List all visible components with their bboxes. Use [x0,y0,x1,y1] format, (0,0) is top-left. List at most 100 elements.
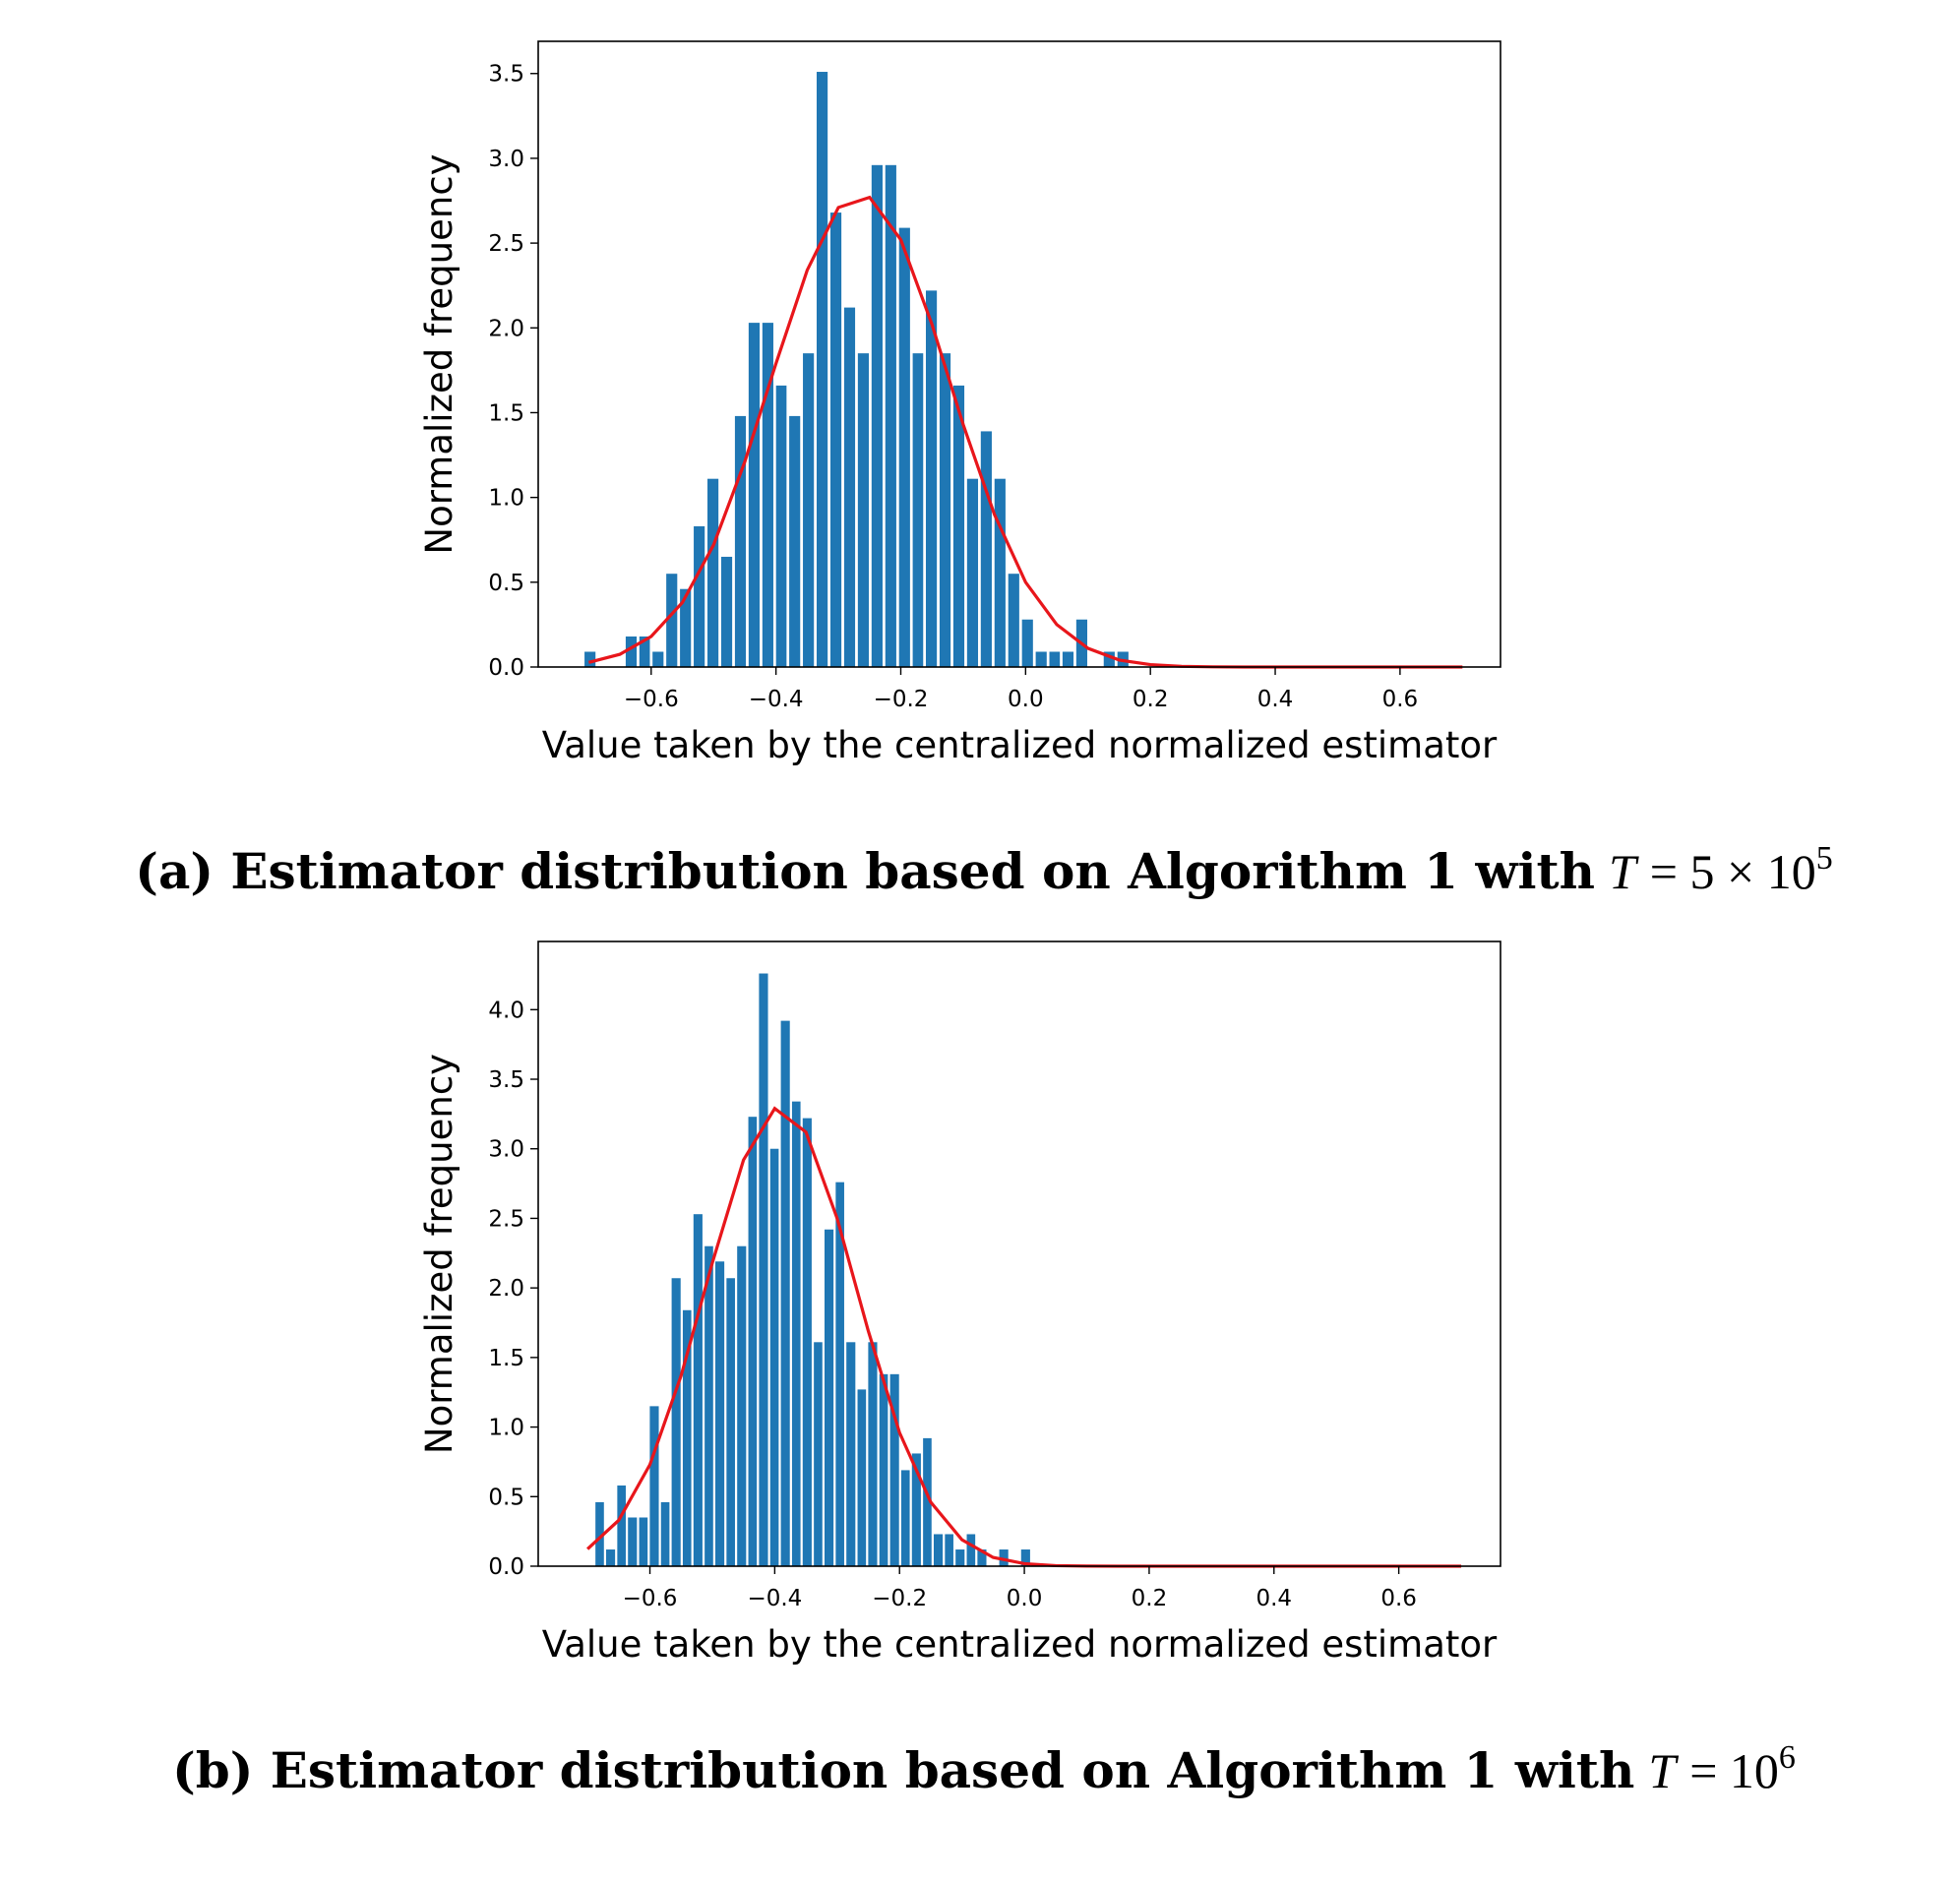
bar [829,212,842,667]
caption: (b) Estimator distribution based on Algo… [172,1739,1796,1799]
bar [994,478,1006,667]
y-tick-label: 3.5 [488,1067,524,1093]
bar [707,478,719,667]
plot-frame [537,940,1501,1567]
bar [835,1182,844,1566]
x-axis-label: Value taken by the centralized normalize… [542,1623,1498,1666]
y-tick-label: 4.0 [488,998,524,1023]
bar [802,1118,812,1566]
bar [925,290,938,667]
x-tick-label: 0.6 [1382,687,1419,712]
bar [1049,651,1061,667]
y-tick-label: 2.5 [488,1206,524,1232]
bar [1035,651,1047,667]
bar [649,1406,659,1566]
bar [952,385,965,667]
bar [1008,574,1019,667]
bar [639,636,650,667]
bar [814,1342,823,1566]
bar [671,1278,681,1566]
bar [824,1229,834,1566]
bar [625,636,638,667]
bar [1021,619,1033,667]
bar [912,353,924,667]
caption-text: (a) Estimator distribution based on Algo… [135,842,1595,900]
bar [803,353,815,667]
y-tick-label: 2.0 [488,1276,524,1302]
bar [666,574,678,667]
x-tick-label: −0.4 [747,1586,802,1611]
bar [775,385,787,667]
bar [999,1549,1009,1566]
bar [939,353,951,667]
bar [693,1214,703,1566]
bar [680,588,692,667]
bar [789,415,801,667]
bar [660,1501,670,1566]
y-tick-label: 3.0 [488,147,524,172]
x-tick-label: −0.2 [874,687,929,712]
bar [879,1373,888,1566]
x-tick-label: 0.0 [1008,687,1044,712]
y-tick-label: 2.5 [488,231,524,257]
x-tick-label: 0.6 [1380,1586,1417,1611]
bar [843,307,856,667]
bar [748,323,761,667]
x-tick-label: 0.4 [1257,687,1294,712]
bar [762,323,773,667]
y-tick-label: 0.0 [488,1554,524,1580]
bar [694,525,705,667]
y-tick-label: 0.0 [488,655,524,681]
caption-text: (b) Estimator distribution based on Algo… [172,1741,1634,1799]
bar [955,1549,965,1566]
y-tick-label: 1.5 [488,1346,524,1371]
bar [871,164,883,667]
x-tick-label: −0.6 [624,687,679,712]
bar [868,1342,878,1566]
y-tick-label: 1.0 [488,486,524,512]
y-axis-label: Normalized frequency [418,1054,460,1454]
bar [720,556,733,667]
bar [628,1517,638,1566]
bar [898,227,910,667]
bar [769,1148,779,1566]
x-tick-label: −0.6 [623,1586,678,1611]
x-tick-label: 0.4 [1256,1586,1292,1611]
bar [900,1470,910,1566]
x-axis-label: Value taken by the centralized normalize… [542,724,1498,766]
bar [748,1117,758,1566]
bar [923,1437,932,1566]
bar [791,1101,801,1566]
caption-variable: T [1648,1743,1679,1798]
x-tick-label: 0.0 [1007,1586,1043,1611]
bar [737,1245,747,1566]
y-tick-label: 3.0 [488,1137,524,1163]
y-tick-label: 0.5 [488,571,524,596]
bar [1020,1549,1030,1566]
y-tick-label: 0.5 [488,1485,524,1510]
bar [857,1389,867,1566]
bar [652,651,664,667]
x-tick-label: −0.2 [872,1586,927,1611]
bar [911,1453,921,1566]
y-tick-label: 1.5 [488,400,524,426]
chart: −0.6 −0.4 −0.2 0.0 0.2 0.4 0.6 0.0 0.5 1.0 1.5 2.0 2… [135,40,1833,900]
bar [889,1373,899,1566]
y-tick-label: 1.0 [488,1416,524,1441]
bar [606,1549,616,1566]
fit-curve [587,195,1463,669]
caption-expression: = 10 [1689,1743,1779,1798]
bar [980,431,992,667]
bar [584,651,596,667]
chart: −0.6 −0.4 −0.2 0.0 0.2 0.4 0.6 0.0 0.5 1.0 1.5 2.0 2… [172,940,1796,1799]
bar [966,1534,976,1566]
bar [857,353,870,667]
bar [682,1309,692,1566]
plot-frame [537,40,1501,668]
caption-expression: = 5 × 10 [1650,844,1816,899]
y-axis-label: Normalized frequency [418,153,460,554]
bar [945,1534,953,1566]
bar [966,478,979,667]
y-tick-label: 3.5 [488,62,524,88]
